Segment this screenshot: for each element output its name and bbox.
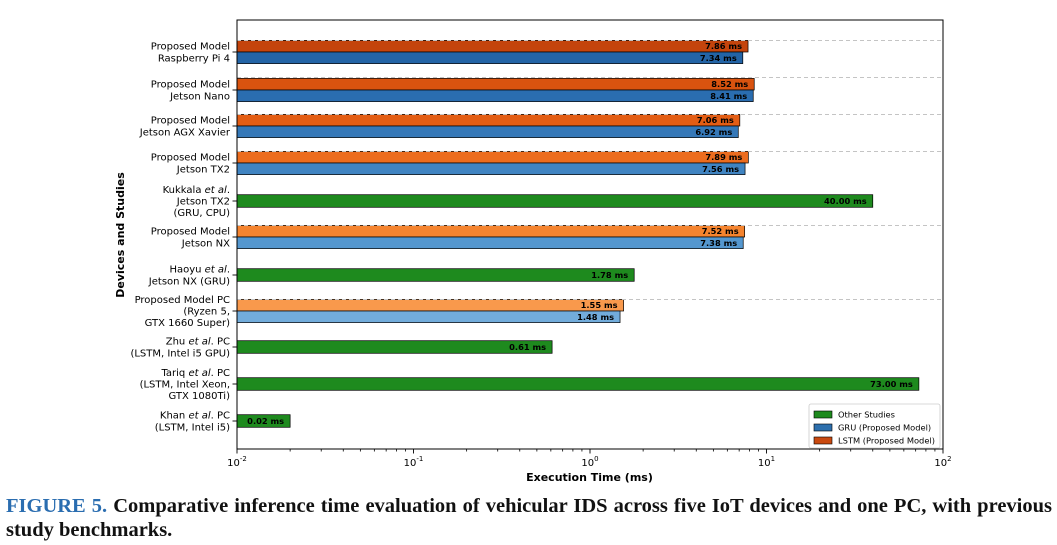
x-axis-label: Execution Time (ms): [526, 471, 653, 484]
bar-value-label: 1.55 ms: [581, 300, 618, 310]
category-label: Jetson NX: [181, 238, 230, 249]
category-label: Jetson Nano: [169, 91, 230, 102]
bar-value-label: 7.89 ms: [705, 152, 742, 162]
bar: [236, 51, 744, 64]
legend-label: GRU (Proposed Model): [838, 423, 931, 433]
figure-caption: FIGURE 5. Comparative inference time eva…: [6, 494, 1052, 542]
category-label: (GRU, CPU): [173, 208, 230, 219]
chart: 10-2 10-1 100 101 102 7.86 ms 7.34 ms Proposed …: [114, 19, 952, 484]
bar: [236, 89, 754, 102]
bar: [236, 194, 874, 208]
x-tick-label: 101: [758, 455, 775, 469]
category-label: Proposed Model: [151, 116, 230, 127]
bar: [236, 299, 624, 312]
category-label: (LSTM, Intel i5 GPU): [130, 348, 230, 359]
bar: [236, 125, 739, 138]
bar-value-label: 7.52 ms: [702, 226, 739, 236]
category-label: Raspberry Pi 4: [158, 53, 230, 64]
y-axis-label: Devices and Studies: [114, 172, 127, 298]
category-label: Zhu et al. PC: [166, 337, 230, 348]
bar: [236, 340, 553, 354]
bar-value-label: 8.41 ms: [710, 91, 747, 101]
bar: [236, 310, 621, 323]
bar-value-label: 8.52 ms: [711, 79, 748, 89]
bar-value-label: 7.86 ms: [705, 41, 742, 51]
category-label: Jetson NX (GRU): [148, 276, 230, 287]
bar-value-label: 7.56 ms: [702, 164, 739, 174]
bar-value-label: 1.48 ms: [577, 312, 614, 322]
x-tick-label: 10-2: [227, 455, 247, 469]
bar-value-label: 40.00 ms: [824, 196, 867, 206]
bar-value-label: 73.00 ms: [870, 379, 913, 389]
category-label: (LSTM, Intel i5): [155, 422, 230, 433]
bar: [236, 78, 755, 91]
category-label: Kukkala et al.: [163, 185, 230, 196]
category-label: Haoyu et al.: [169, 265, 230, 276]
category-label: GTX 1080Ti): [169, 391, 231, 402]
category-label: Jetson TX2: [176, 197, 230, 208]
bar-value-label: 0.02 ms: [247, 416, 284, 426]
category-label: Proposed Model: [151, 227, 230, 238]
bar-value-label: 6.92 ms: [695, 127, 732, 137]
category-label: Proposed Model: [151, 42, 230, 53]
legend-swatch: [813, 423, 833, 432]
legend-label: Other Studies: [838, 410, 895, 420]
plot-frame: [236, 19, 944, 450]
category-label: Proposed Model PC: [135, 295, 230, 306]
legend-label: LSTM (Proposed Model): [838, 436, 935, 446]
x-tick-label: 10-1: [404, 455, 424, 469]
category-label: (LSTM, Intel Xeon,: [140, 380, 230, 391]
category-label: (Ryzen 5,: [183, 307, 230, 318]
bar: [236, 268, 635, 282]
category-label: Jetson AGX Xavier: [139, 127, 231, 138]
bar-value-label: 7.34 ms: [700, 53, 737, 63]
category-label: Proposed Model: [151, 153, 230, 164]
x-tick-label: 102: [934, 455, 951, 469]
x-tick-label: 100: [581, 455, 598, 469]
bar: [236, 225, 746, 238]
bar-value-label: 7.06 ms: [697, 115, 734, 125]
category-label: Khan et al. PC: [160, 411, 230, 422]
category-label: Proposed Model: [151, 80, 230, 91]
figure-label: FIGURE 5.: [6, 495, 108, 517]
legend: [808, 403, 941, 449]
category-label: Jetson TX2: [176, 164, 230, 175]
bar-value-label: 1.78 ms: [591, 270, 628, 280]
bar-value-label: 0.61 ms: [509, 342, 546, 352]
bar: [236, 377, 920, 391]
bar: [236, 236, 744, 249]
legend-swatch: [813, 436, 833, 445]
bar: [236, 114, 741, 127]
bar: [236, 162, 746, 175]
bar: [236, 40, 749, 53]
category-label: Tariq et al. PC: [160, 368, 230, 379]
legend-swatch: [813, 410, 833, 419]
bar-value-label: 7.38 ms: [700, 238, 737, 248]
category-label: GTX 1660 Super): [145, 318, 230, 329]
bar: [236, 151, 749, 164]
figure-caption-text: Comparative inference time evaluation of…: [6, 495, 1052, 541]
